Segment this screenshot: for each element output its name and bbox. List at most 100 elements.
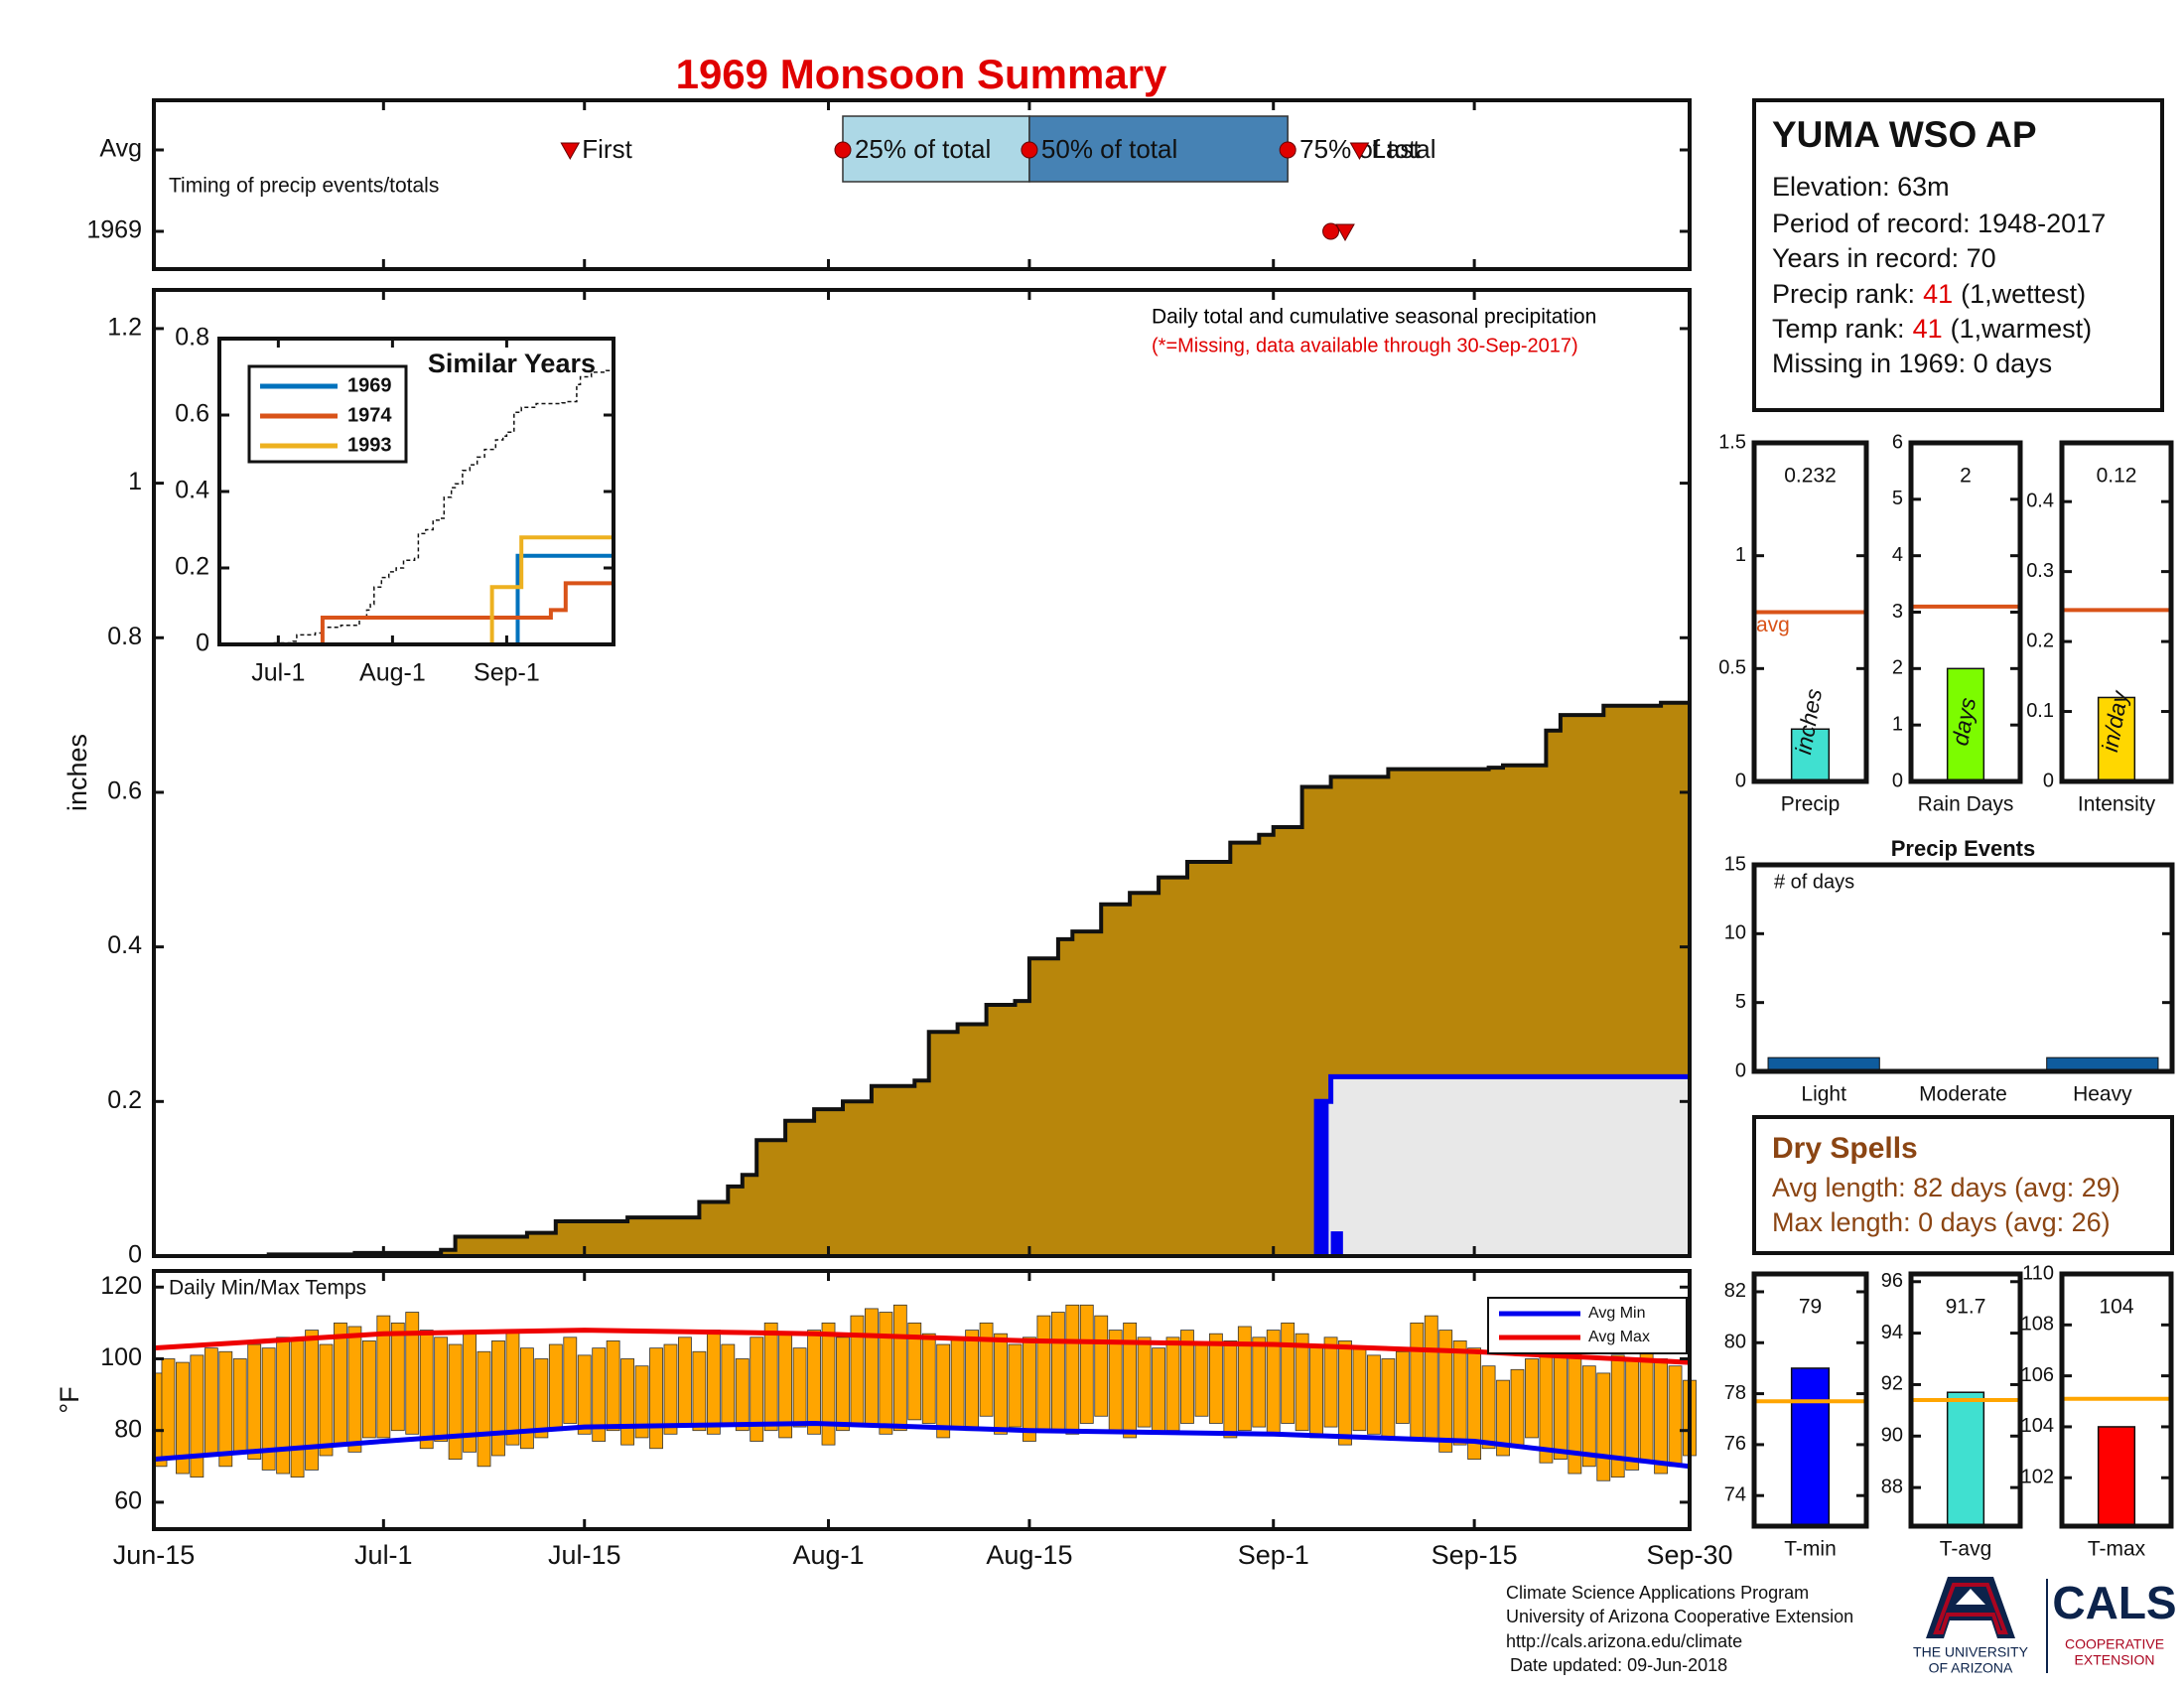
temp-bar bbox=[1008, 1343, 1023, 1428]
bar bbox=[1790, 1367, 1831, 1527]
daily-bar bbox=[1330, 1231, 1343, 1256]
temp-bar bbox=[1050, 1312, 1065, 1432]
temp-bar bbox=[1367, 1354, 1381, 1435]
footer-line: Climate Science Applications Program bbox=[1506, 1583, 1809, 1603]
value-label: 79 bbox=[1799, 1296, 1822, 1319]
legend-label: Avg Min bbox=[1588, 1305, 1646, 1322]
temp-bar bbox=[1152, 1347, 1165, 1435]
temp-bar bbox=[534, 1358, 549, 1439]
y-tick-label: 90 bbox=[1881, 1425, 1903, 1447]
temp-bar bbox=[434, 1336, 449, 1442]
temp-bar bbox=[1237, 1326, 1252, 1432]
y-tick-label: 5 bbox=[1735, 991, 1746, 1013]
y-tick-label: 1 bbox=[1892, 713, 1903, 735]
y-tick-label: 10 bbox=[1724, 922, 1746, 944]
temp-bar bbox=[692, 1350, 707, 1432]
temp-bar bbox=[491, 1340, 505, 1457]
temp-bar bbox=[1581, 1365, 1596, 1468]
y-tick-label: 6 bbox=[1892, 431, 1903, 453]
rank-note: (1,wettest) bbox=[1961, 279, 2086, 309]
annotation: (*=Missing, data available through 30-Se… bbox=[1152, 335, 1578, 356]
temp-bar bbox=[1165, 1336, 1180, 1432]
x-tick-label: Aug-15 bbox=[986, 1540, 1072, 1570]
marker bbox=[1335, 223, 1355, 242]
temp-bar bbox=[634, 1365, 649, 1439]
temp-bar bbox=[405, 1312, 420, 1435]
temp-bar bbox=[347, 1326, 362, 1453]
temp-bar bbox=[1496, 1379, 1510, 1457]
value-label: 0.232 bbox=[1784, 465, 1837, 488]
temp-bar bbox=[1137, 1336, 1152, 1428]
logo-a bbox=[1926, 1577, 2015, 1638]
dry-spells-title: Dry Spells bbox=[1772, 1132, 1918, 1165]
y-tick-label: 102 bbox=[2021, 1467, 2054, 1488]
temp-bar bbox=[1208, 1333, 1223, 1424]
dry-spells-box bbox=[1752, 1115, 2174, 1255]
temp-bar bbox=[979, 1322, 994, 1417]
annotation: # of days bbox=[1774, 871, 1854, 893]
temp-bar bbox=[864, 1308, 879, 1428]
y-tick-label: 0 bbox=[1735, 770, 1746, 791]
temp-bar bbox=[836, 1336, 850, 1432]
year-area bbox=[1316, 1076, 1690, 1256]
temp-bar bbox=[950, 1336, 965, 1428]
x-tick-label: Jul-1 bbox=[354, 1540, 413, 1570]
inset-title: Similar Years bbox=[428, 349, 596, 378]
y-tick-label: 78 bbox=[1724, 1382, 1746, 1404]
value-label: 104 bbox=[2099, 1296, 2133, 1319]
y-tick-label: 0 bbox=[1735, 1059, 1746, 1081]
station-name: YUMA WSO AP bbox=[1772, 114, 2037, 155]
temp-bar bbox=[921, 1333, 936, 1424]
temp-bar bbox=[1023, 1336, 1036, 1442]
temp-bar bbox=[807, 1330, 821, 1435]
y-tick-label: 1 bbox=[1735, 544, 1746, 566]
rank-value: 41 bbox=[1913, 314, 1943, 344]
bar bbox=[1946, 667, 1985, 782]
temp-bar bbox=[1252, 1336, 1267, 1428]
temp-bar bbox=[592, 1347, 607, 1442]
y-tick-label: 0.4 bbox=[107, 931, 142, 959]
x-tick-label: Sep-15 bbox=[1432, 1540, 1518, 1570]
temp-bar bbox=[1525, 1358, 1539, 1439]
bar bbox=[1946, 1391, 1985, 1527]
y-tick-label: 0 bbox=[196, 630, 209, 657]
y-tick-label: 0.5 bbox=[1718, 657, 1746, 679]
y-tick-label: 1 bbox=[128, 468, 142, 495]
x-label: Precip bbox=[1781, 793, 1841, 816]
y-tick-label: 82 bbox=[1724, 1280, 1746, 1302]
temp-bar bbox=[1094, 1315, 1109, 1417]
temp-bar bbox=[879, 1312, 893, 1435]
temp-bar bbox=[1079, 1304, 1094, 1424]
chart-title: Precip Events bbox=[1891, 836, 2036, 861]
temp-bar bbox=[376, 1315, 391, 1439]
temp-bar bbox=[190, 1354, 205, 1478]
temp-bar bbox=[1510, 1368, 1525, 1446]
value-label: 0.12 bbox=[2097, 465, 2137, 488]
temp-bar bbox=[706, 1330, 721, 1435]
temp-bar bbox=[1639, 1350, 1654, 1464]
y-axis-label: °F bbox=[55, 1386, 84, 1413]
plot-frame bbox=[1751, 862, 2175, 1074]
temp-bar bbox=[1596, 1372, 1611, 1481]
temp-bar bbox=[649, 1347, 663, 1450]
temp-bar bbox=[276, 1336, 291, 1475]
marker-label: 25% of total bbox=[855, 134, 991, 164]
marker-label: Last bbox=[1371, 134, 1421, 164]
plot-frame bbox=[2059, 1271, 2174, 1529]
precip-rank: Precip rank: 41 (1,wettest) bbox=[1772, 279, 2086, 309]
logo-text: COOPERATIVE bbox=[2065, 1636, 2164, 1652]
temp-bar bbox=[1108, 1330, 1123, 1432]
temp-bar bbox=[1223, 1340, 1238, 1439]
marker bbox=[1279, 141, 1297, 159]
temp-bar bbox=[1309, 1343, 1323, 1439]
y-tick-label: 0.8 bbox=[107, 623, 142, 650]
plot-frame bbox=[2059, 440, 2174, 784]
temp-bar bbox=[176, 1361, 190, 1475]
temp-bar bbox=[477, 1350, 491, 1468]
temp-bar bbox=[505, 1330, 520, 1446]
x-tick-label: Jun-15 bbox=[113, 1540, 196, 1570]
y-tick-label: 0.2 bbox=[175, 553, 209, 581]
marker bbox=[560, 142, 581, 161]
legend-label: Avg Max bbox=[1588, 1329, 1650, 1345]
chart-title: Daily Min/Max Temps bbox=[169, 1277, 366, 1300]
